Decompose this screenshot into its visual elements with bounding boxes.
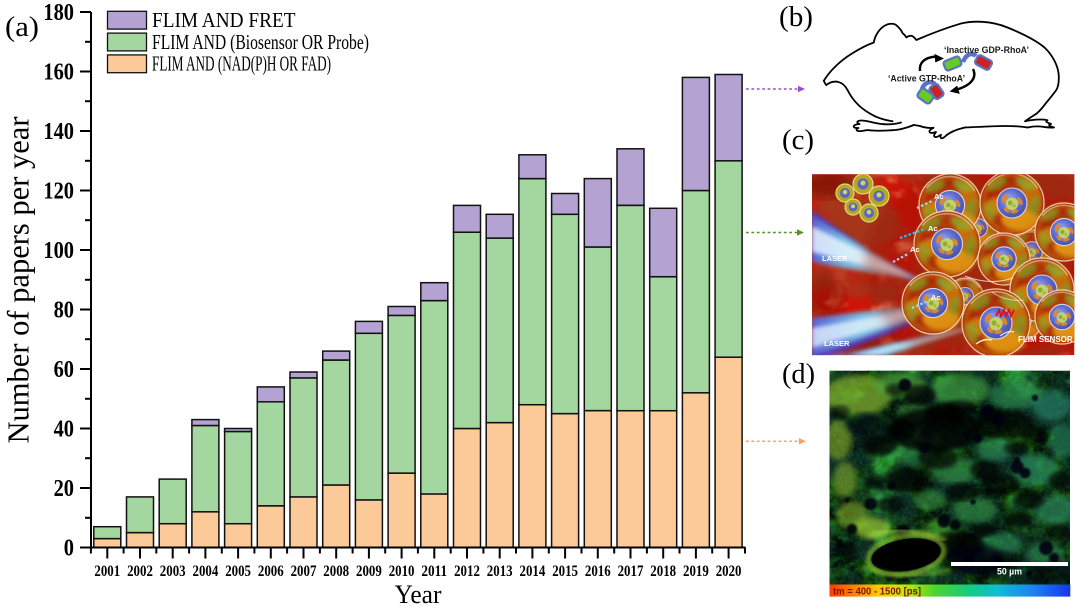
- svg-text:Ac: Ac: [928, 224, 938, 233]
- svg-text:2011: 2011: [421, 563, 447, 580]
- svg-text:120: 120: [43, 179, 74, 205]
- svg-text:0: 0: [64, 536, 74, 562]
- svg-text:2003: 2003: [160, 563, 186, 580]
- svg-text:2006: 2006: [258, 563, 284, 580]
- svg-text:2019: 2019: [683, 563, 709, 580]
- svg-text:LASER: LASER: [824, 339, 850, 348]
- svg-text:80: 80: [54, 298, 74, 324]
- svg-text:2008: 2008: [323, 563, 349, 580]
- svg-text:2002: 2002: [127, 563, 153, 580]
- svg-text:2020: 2020: [716, 563, 742, 580]
- svg-text:LASER: LASER: [822, 254, 848, 263]
- svg-text:2010: 2010: [389, 563, 415, 580]
- svg-text:FLIM AND (Biosensor OR Probe): FLIM AND (Biosensor OR Probe): [152, 30, 369, 54]
- svg-text:(d): (d): [782, 358, 815, 390]
- svg-text:2017: 2017: [618, 563, 644, 580]
- svg-text:20: 20: [54, 476, 74, 502]
- svg-text:2015: 2015: [552, 563, 578, 580]
- svg-text:Year: Year: [395, 580, 442, 606]
- svg-text:2007: 2007: [291, 563, 317, 580]
- svg-text:FLIM SENSOR: FLIM SENSOR: [1018, 335, 1073, 344]
- svg-text:2018: 2018: [650, 563, 676, 580]
- svg-text:Ac: Ac: [934, 192, 944, 201]
- svg-text:2014: 2014: [520, 563, 546, 580]
- svg-text:50 µm: 50 µm: [997, 567, 1022, 578]
- svg-text:2012: 2012: [454, 563, 480, 580]
- svg-text:140: 140: [43, 119, 74, 145]
- svg-text:160: 160: [43, 60, 74, 86]
- svg-text:FLIM AND FRET: FLIM AND FRET: [152, 8, 296, 32]
- svg-text:(a): (a): [5, 11, 39, 43]
- svg-text:2009: 2009: [356, 563, 382, 580]
- svg-text:2001: 2001: [94, 563, 120, 580]
- svg-text:2016: 2016: [585, 563, 611, 580]
- svg-text:(b): (b): [779, 1, 813, 33]
- svg-text:tm = 400 - 1500 [ps]: tm = 400 - 1500 [ps]: [833, 586, 921, 598]
- svg-text:40: 40: [54, 417, 74, 443]
- svg-text:100: 100: [43, 238, 74, 264]
- svg-text:2005: 2005: [225, 563, 251, 580]
- svg-text:‘Inactive GDP-RhoA’: ‘Inactive GDP-RhoA’: [944, 45, 1029, 56]
- svg-text:Ac: Ac: [910, 245, 920, 254]
- svg-text:Ac: Ac: [931, 293, 941, 302]
- svg-text:Number of papers per year: Number of papers per year: [1, 116, 36, 444]
- svg-text:‘Active GTP-RhoA’: ‘Active GTP-RhoA’: [888, 74, 965, 85]
- svg-text:2013: 2013: [487, 563, 513, 580]
- svg-text:2004: 2004: [193, 563, 219, 580]
- svg-text:(c): (c): [782, 124, 814, 156]
- svg-text:180: 180: [43, 0, 74, 26]
- svg-text:60: 60: [54, 357, 74, 383]
- svg-text:FLIM AND (NAD(P)H OR FAD): FLIM AND (NAD(P)H OR FAD): [152, 52, 331, 76]
